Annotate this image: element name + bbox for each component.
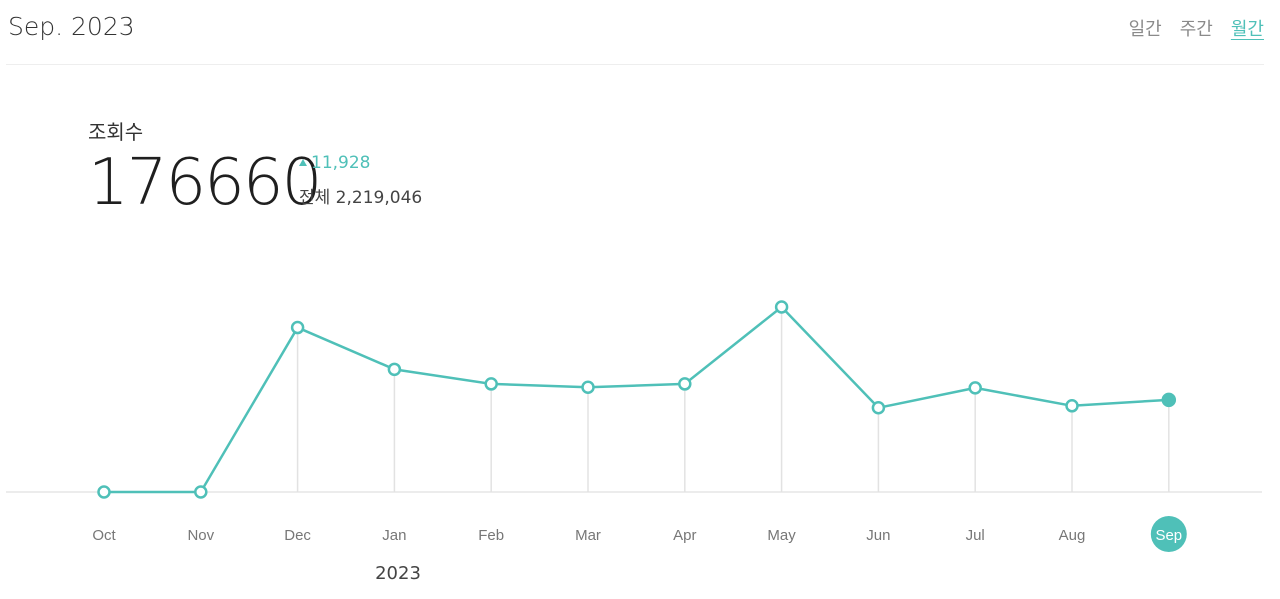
data-point-dec[interactable] [290, 320, 305, 335]
x-tick-label-feb[interactable]: Feb [478, 527, 504, 544]
x-tick-label-apr[interactable]: Apr [673, 527, 696, 544]
data-point-aug[interactable] [1065, 399, 1079, 413]
metric-value: 176660 [88, 146, 322, 220]
x-tick-label-sep[interactable]: Sep [1155, 527, 1182, 544]
series-line [104, 305, 1169, 494]
arrow-up-icon [299, 159, 307, 166]
tab-daily[interactable]: 일간 [1128, 19, 1162, 40]
tab-weekly[interactable]: 주간 [1179, 19, 1213, 40]
x-tick-label-mar[interactable]: Mar [575, 527, 601, 544]
year-label: 2023 [375, 563, 421, 584]
x-tick-label-dec[interactable]: Dec [284, 527, 311, 544]
data-point-mar[interactable] [581, 380, 595, 394]
x-tick-label-jan[interactable]: Jan [382, 527, 406, 544]
data-point-jan[interactable] [387, 362, 402, 377]
data-point-feb[interactable] [484, 377, 498, 391]
data-point-apr[interactable] [678, 377, 692, 391]
data-point-nov[interactable] [194, 485, 208, 499]
data-point-may[interactable] [774, 300, 789, 314]
x-tick-label-oct[interactable]: Oct [92, 527, 116, 544]
x-tick-label-jun[interactable]: Jun [866, 527, 890, 544]
header-bar: Sep. 2023 일간 주간 월간 [0, 0, 1280, 64]
x-tick-label-jul[interactable]: Jul [966, 527, 985, 544]
x-tick-label-nov[interactable]: Nov [187, 527, 214, 544]
period-title: Sep. 2023 [8, 12, 135, 41]
data-point-oct[interactable] [97, 485, 111, 499]
metric-row: 176660 11,928 전체 2,219,046 [88, 146, 422, 220]
selected-month-marker [1150, 516, 1187, 552]
total-views: 전체 2,219,046 [299, 188, 423, 208]
data-point-jun[interactable] [871, 401, 886, 415]
data-point-jul[interactable] [968, 381, 982, 395]
x-tick-label-aug[interactable]: Aug [1059, 527, 1086, 544]
tab-monthly[interactable]: 월간 [1230, 19, 1264, 40]
stats-panel: 조회수 176660 11,928 전체 2,219,046 [88, 116, 422, 220]
x-tick-label-may[interactable]: May [767, 527, 796, 544]
period-tabs: 일간 주간 월간 [1111, 15, 1264, 41]
header-divider [6, 64, 1264, 65]
delta-indicator: 11,928 [299, 153, 370, 173]
metric-label: 조회수 [88, 120, 144, 144]
delta-value: 11,928 [311, 153, 371, 173]
data-point-sep[interactable] [1161, 392, 1177, 408]
